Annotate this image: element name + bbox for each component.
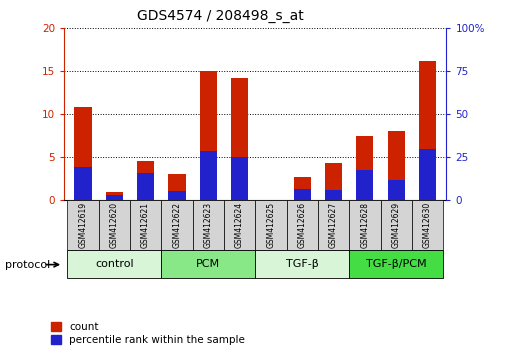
Bar [356, 170, 373, 200]
Bar [137, 172, 154, 200]
Bar [200, 151, 217, 200]
Text: GDS4574 / 208498_s_at: GDS4574 / 208498_s_at [137, 9, 304, 23]
Bar [168, 190, 186, 200]
Bar [137, 161, 154, 200]
Text: GSM412624: GSM412624 [235, 202, 244, 248]
Text: GSM412619: GSM412619 [78, 202, 87, 248]
Text: GSM412626: GSM412626 [298, 202, 307, 248]
Text: control: control [95, 259, 133, 269]
Text: GSM412627: GSM412627 [329, 202, 338, 248]
Bar [255, 200, 287, 250]
Bar [67, 200, 98, 250]
Bar [388, 180, 405, 200]
Bar [293, 189, 311, 200]
Text: GSM412628: GSM412628 [360, 202, 369, 248]
Bar [325, 163, 342, 200]
Bar [224, 200, 255, 250]
Bar [192, 200, 224, 250]
Bar [318, 200, 349, 250]
Bar [419, 149, 436, 200]
Bar [74, 107, 91, 200]
Bar [287, 200, 318, 250]
Bar [67, 250, 161, 278]
Bar [381, 200, 412, 250]
Bar [231, 78, 248, 200]
Bar [168, 174, 186, 200]
Bar [130, 200, 161, 250]
Bar [356, 136, 373, 200]
Text: GSM412629: GSM412629 [392, 202, 401, 248]
Bar [293, 177, 311, 200]
Bar [419, 61, 436, 200]
Bar [412, 200, 443, 250]
Text: protocol: protocol [5, 260, 50, 270]
Bar [349, 200, 381, 250]
Bar [388, 131, 405, 200]
Bar [349, 250, 443, 278]
Text: GSM412630: GSM412630 [423, 202, 432, 248]
Text: TGF-β: TGF-β [286, 259, 319, 269]
Text: GSM412620: GSM412620 [110, 202, 119, 248]
Bar [74, 167, 91, 200]
Bar [106, 195, 123, 200]
Bar [161, 200, 192, 250]
Text: GSM412621: GSM412621 [141, 202, 150, 248]
Bar [106, 192, 123, 200]
Bar [255, 250, 349, 278]
Bar [200, 71, 217, 200]
Text: GSM412622: GSM412622 [172, 202, 182, 248]
Bar [98, 200, 130, 250]
Bar [231, 157, 248, 200]
Bar [161, 250, 255, 278]
Legend: count, percentile rank within the sample: count, percentile rank within the sample [51, 322, 245, 345]
Text: GSM412625: GSM412625 [266, 202, 275, 248]
Bar [325, 190, 342, 200]
Text: TGF-β/PCM: TGF-β/PCM [366, 259, 426, 269]
Text: GSM412623: GSM412623 [204, 202, 213, 248]
Text: PCM: PCM [196, 259, 220, 269]
